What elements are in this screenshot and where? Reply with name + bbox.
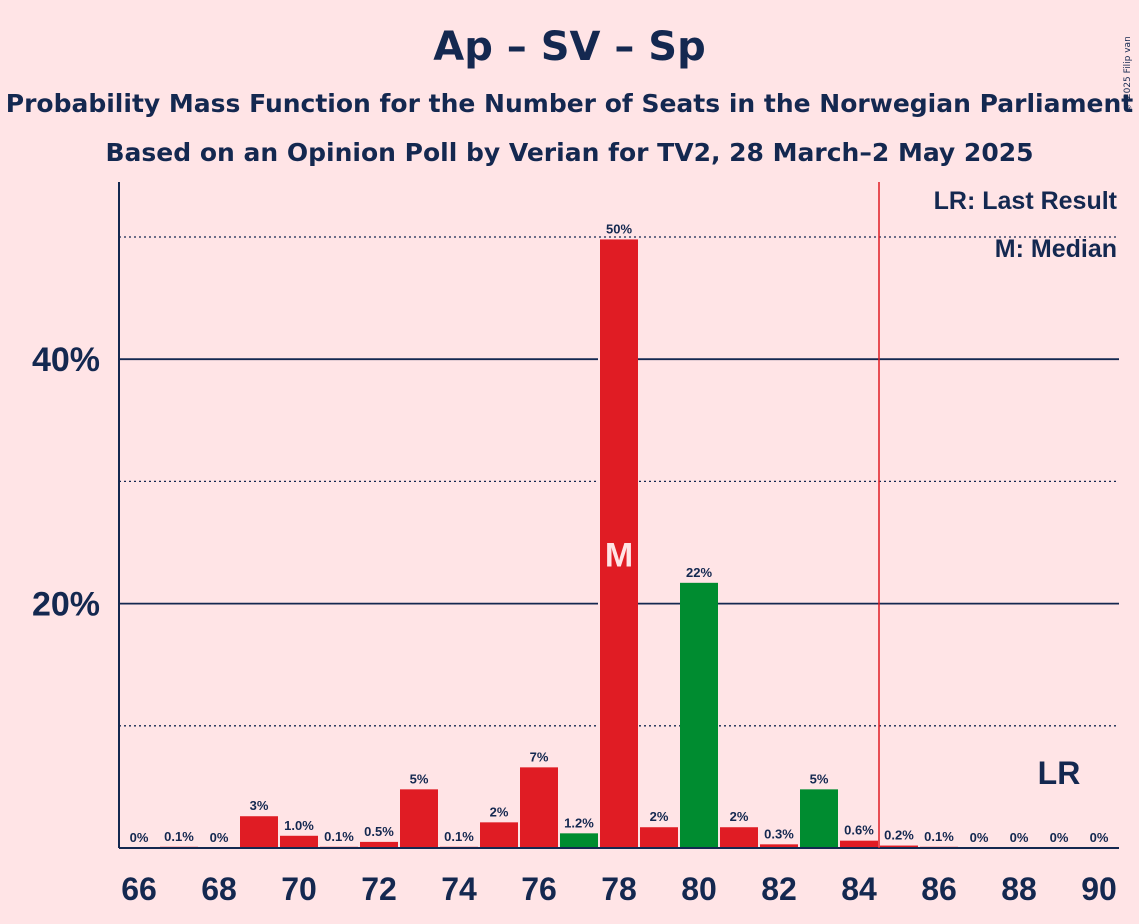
- median-marker: M: [605, 537, 633, 575]
- chart-subtitle: Probability Mass Function for the Number…: [5, 89, 1134, 118]
- data-label-86: 0.1%: [924, 829, 954, 844]
- bar-76: [520, 767, 558, 848]
- bar-84: [840, 840, 878, 848]
- gridline-gap: [598, 723, 600, 728]
- x-tick-label: 68: [201, 871, 237, 907]
- gridline-gap: [598, 357, 600, 362]
- bar-69: [240, 816, 278, 848]
- x-tick-label: 86: [921, 871, 957, 907]
- bar-72: [360, 841, 398, 848]
- data-label-70: 1.0%: [284, 818, 314, 833]
- data-label-78: 50%: [606, 221, 632, 236]
- bar-85: [880, 845, 918, 848]
- data-label-85: 0.2%: [884, 828, 914, 843]
- x-tick-label: 78: [601, 871, 637, 907]
- x-tick-label: 90: [1081, 871, 1117, 907]
- legend-entry: M: Median: [995, 235, 1117, 263]
- data-label-88: 0%: [1010, 830, 1029, 845]
- x-tick-label: 66: [121, 871, 157, 907]
- data-label-74: 0.1%: [444, 829, 474, 844]
- y-tick-label: 20%: [32, 586, 100, 624]
- bar-81: [720, 827, 758, 848]
- bar-70: [280, 835, 318, 848]
- data-label-75: 2%: [490, 804, 509, 819]
- data-label-71: 0.1%: [324, 829, 354, 844]
- chart-subtitle-source: Based on an Opinion Poll by Verian for T…: [105, 138, 1034, 167]
- bar-80: [680, 582, 718, 848]
- axes-layer: 20% 40% 66 68 70 72 74 76 78 80 82 84 86 88 90: [32, 182, 1119, 907]
- bar-83: [800, 789, 838, 848]
- bars-layer: [160, 239, 958, 848]
- bar-78: [600, 239, 638, 848]
- x-tick-label: 72: [361, 871, 397, 907]
- bar-82: [760, 844, 798, 848]
- data-label-80: 22%: [686, 565, 712, 580]
- bar-79: [640, 827, 678, 848]
- bar-77: [560, 833, 598, 848]
- chart-title: Ap – SV – Sp: [433, 24, 706, 70]
- gridline-gap: [598, 601, 600, 606]
- bar-75: [480, 822, 518, 848]
- data-label-81: 2%: [730, 809, 749, 824]
- x-tick-label: 88: [1001, 871, 1037, 907]
- x-tick-label: 84: [841, 871, 877, 907]
- legend-layer: LR: Last Result M: Median: [934, 187, 1118, 263]
- x-tick-label: 74: [441, 871, 477, 907]
- x-tick-label: 70: [281, 871, 317, 907]
- data-label-87: 0%: [970, 830, 989, 845]
- data-label-66: 0%: [130, 830, 149, 845]
- data-label-72: 0.5%: [364, 824, 394, 839]
- data-label-69: 3%: [250, 798, 269, 813]
- data-label-73: 5%: [410, 771, 429, 786]
- x-tick-label: 80: [681, 871, 717, 907]
- data-label-82: 0.3%: [764, 826, 794, 841]
- data-label-90: 0%: [1090, 830, 1109, 845]
- gridline-gap: [598, 479, 600, 484]
- bar-73: [400, 789, 438, 848]
- data-label-84: 0.6%: [844, 823, 874, 838]
- labels-layer: 0% 0.1% 0% 3% 1.0% 0.1% 0.5% 5% 0.1% 2% 7% 1.2% 50% 2…: [130, 221, 1109, 845]
- data-label-83: 5%: [810, 771, 829, 786]
- data-label-77: 1.2%: [564, 815, 594, 830]
- y-tick-label: 40%: [32, 341, 100, 379]
- x-tick-label: 76: [521, 871, 557, 907]
- last-result-marker: LR: [1038, 755, 1081, 791]
- data-label-89: 0%: [1050, 830, 1069, 845]
- x-tick-label: 82: [761, 871, 797, 907]
- data-label-76: 7%: [530, 749, 549, 764]
- data-label-68: 0%: [210, 830, 229, 845]
- data-label-79: 2%: [650, 809, 669, 824]
- data-label-67: 0.1%: [164, 829, 194, 844]
- legend-entry: LR: Last Result: [934, 187, 1118, 215]
